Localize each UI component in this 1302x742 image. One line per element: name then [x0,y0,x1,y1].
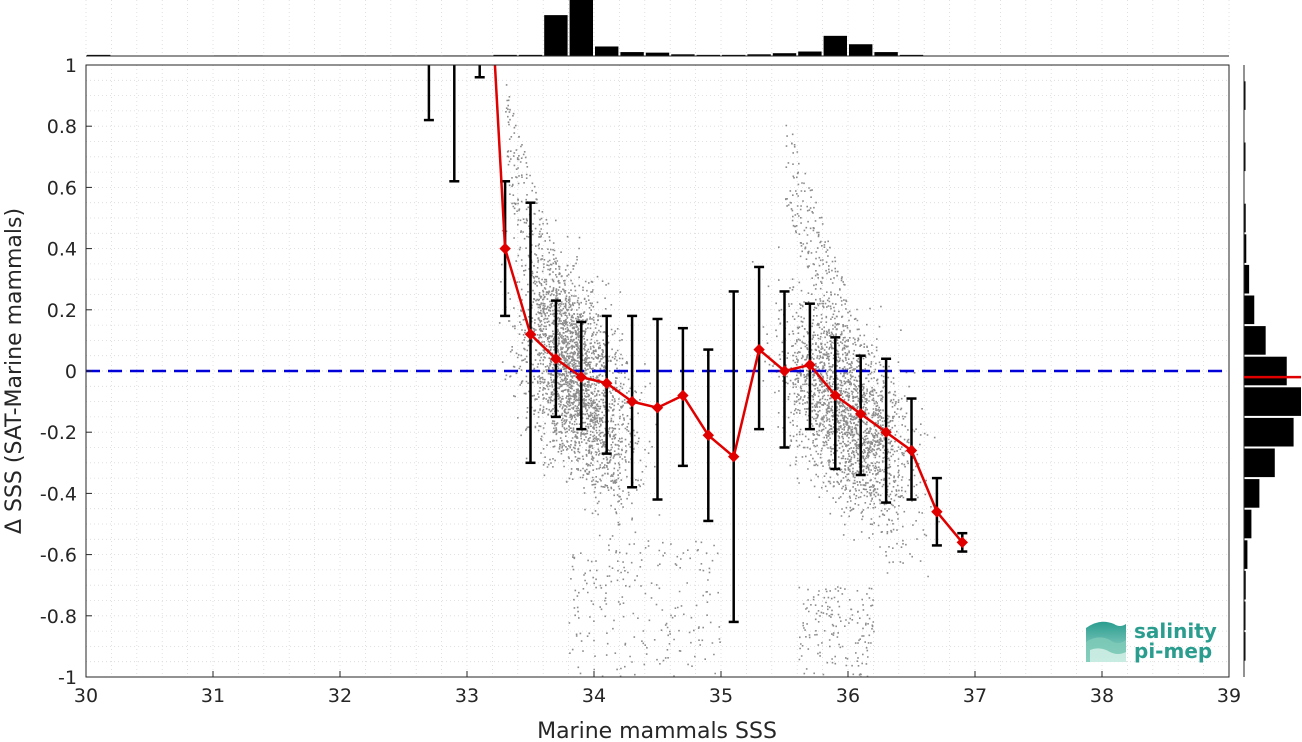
bin-mean-marker [702,429,715,441]
y-axis-ticks: -1 -0.8 -0.6 -0.4 -0.2 0 0.2 0.4 0.6 0.8 1 [40,55,92,689]
top-histogram-bar [493,54,517,56]
x-tick-label: 36 [836,685,860,707]
top-histogram-bar [798,51,822,56]
x-tick-label: 34 [582,685,606,707]
top-histogram-bar [849,44,873,56]
x-tick-label: 39 [1217,685,1241,707]
y-tick-label: 0.6 [47,177,77,199]
bin-mean-line [493,65,964,544]
right-histogram-bar [1244,295,1255,325]
right-histogram-bars [1244,81,1301,661]
bin-mean-marker [804,359,816,371]
right-histogram-bar [1244,142,1246,172]
y-tick-label: 0.8 [47,116,77,138]
logo-text-salinity: salinity [1134,619,1217,643]
right-histogram-bar [1244,509,1252,539]
top-histogram-bar [620,52,644,56]
bin-mean-marker [651,402,664,414]
top-histogram-bar [696,54,720,56]
right-histogram-bar [1244,540,1248,569]
top-histogram-bar [544,15,568,57]
bin-mean-marker [956,536,969,549]
bin-mean-marker [854,408,867,420]
top-histogram-bar [823,35,847,56]
y-tick-label: -0.4 [40,483,77,505]
bin-mean-markers [499,242,969,549]
right-histogram-bar [1244,203,1246,233]
right-histogram-bar [1244,326,1266,355]
y-tick-label: -0.6 [40,545,77,567]
bin-mean-marker [727,450,740,463]
top-histogram-bar [772,53,797,56]
y-axis-label: Δ SSS (SAT-Marine mammals) [2,208,27,534]
bin-mean-marker [880,426,892,438]
bin-mean-marker [931,506,943,518]
logo-text-pi-mep: pi-mep [1134,639,1212,663]
x-tick-label: 38 [1090,685,1114,707]
y-tick-label: -1 [58,667,77,689]
right-histogram [1243,65,1301,677]
bin-mean-marker [499,242,511,255]
plot-area: 30 31 32 33 34 35 36 37 38 39 -1 -0.8 -0.6 -0.4 -0.2 0… [40,55,1241,707]
y-tick-label: 0.4 [47,239,77,261]
right-histogram-bar [1244,448,1275,478]
bin-mean-marker [905,444,918,457]
x-tick-label: 32 [328,685,352,707]
top-histogram [85,0,1230,57]
bin-mean-marker [778,365,791,377]
right-histogram-bar [1244,479,1260,508]
x-tick-label: 35 [709,685,733,707]
bin-mean-marker [575,371,588,383]
salinity-pi-mep-logo: salinity pi-mep [1086,619,1217,663]
bin-mean-marker [600,377,613,389]
top-histogram-bar [722,54,746,56]
x-tick-label: 30 [74,685,98,707]
y-tick-label: 1 [65,55,77,77]
logo-wave-icon [1086,621,1126,662]
top-histogram-bar [518,54,543,56]
x-axis-label: Marine mammals SSS [537,719,777,742]
right-histogram-bar [1244,81,1246,110]
top-histogram-bar [874,52,898,56]
right-histogram-bar [1244,417,1294,447]
x-tick-label: 33 [455,685,479,707]
right-histogram-bar [1244,387,1301,416]
top-histogram-bars [87,0,924,57]
bin-mean-marker [753,343,765,356]
y-tick-label: 0.2 [47,300,77,322]
top-histogram-bar [595,46,619,56]
y-tick-label: -0.2 [40,422,77,444]
top-histogram-bar [899,54,924,56]
bin-mean-marker [829,389,842,402]
x-tick-label: 37 [963,685,987,707]
bin-mean-marker [550,353,562,365]
top-histogram-bar [671,54,695,56]
top-histogram-bar [747,54,771,56]
right-histogram-bar [1244,234,1247,263]
right-histogram-bar [1244,570,1246,600]
bin-mean-marker [524,328,537,340]
right-histogram-bar [1244,601,1246,631]
bin-mean-marker [677,389,689,402]
right-histogram-bar [1244,264,1250,294]
x-tick-label: 31 [201,685,225,707]
top-histogram-bar [87,54,111,56]
y-tick-label: -0.8 [40,606,77,628]
x-axis-ticks: 30 31 32 33 34 35 36 37 38 39 [74,671,1241,707]
bin-mean-marker [626,395,638,408]
top-histogram-grid [85,0,1230,56]
right-histogram-bar [1244,356,1287,386]
top-histogram-bar [569,0,593,56]
top-histogram-bar [645,52,670,56]
right-histogram-bar [1244,632,1246,661]
y-tick-label: 0 [65,361,77,383]
